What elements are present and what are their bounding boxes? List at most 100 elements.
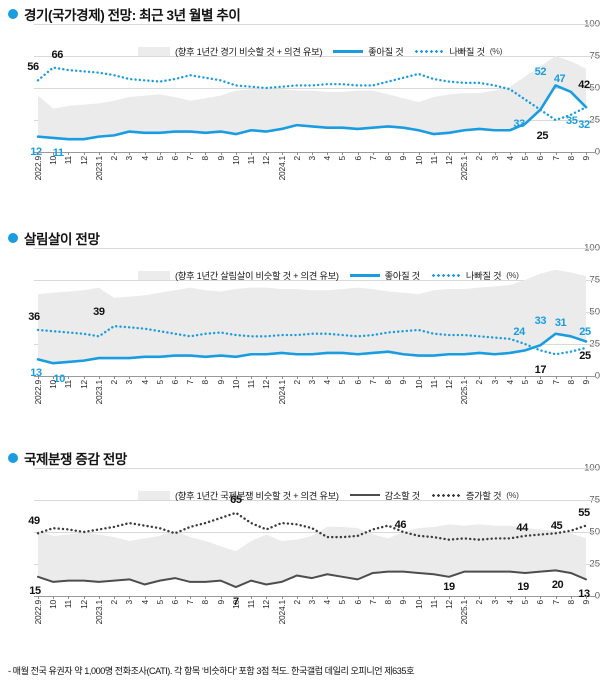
data-point-label: 56: [27, 61, 39, 74]
x-axis-tick: [175, 152, 176, 155]
x-axis-label: 6: [535, 156, 546, 161]
x-axis-tick: [83, 596, 85, 599]
footnote: - 매월 전국 유권자 약 1,000명 전화조사(CATI). 각 항목 ‘비…: [8, 666, 414, 676]
x-axis-label: 9: [581, 156, 591, 161]
grid-line: [34, 500, 596, 501]
x-axis-label: 7: [185, 156, 196, 161]
x-axis-label: 12: [78, 600, 89, 609]
x-axis-tick: [312, 376, 313, 379]
x-axis-label: 8: [383, 380, 394, 385]
x-axis-tick: [296, 152, 298, 155]
data-point-label: 49: [28, 515, 40, 528]
data-point-label: 42: [578, 79, 590, 92]
x-axis-tick: [342, 152, 344, 155]
x-axis-label: 2: [474, 156, 485, 161]
x-axis-tick: [449, 596, 450, 599]
x-axis-label: 5: [520, 600, 531, 605]
x-axis-tick: [114, 152, 116, 155]
x-axis-tick: [464, 376, 466, 379]
y-axis-label: 0: [594, 590, 600, 602]
data-point-label: 31: [554, 317, 567, 330]
x-axis-line: [34, 376, 596, 377]
x-axis-tick: [433, 376, 435, 379]
x-axis-tick: [555, 152, 557, 155]
x-axis-tick: [251, 376, 253, 379]
x-axis-tick: [98, 152, 100, 155]
solid-series-2: [36, 332, 588, 365]
data-point-label: 13: [30, 367, 42, 380]
x-axis-label: 2023.1: [93, 380, 104, 405]
x-axis-tick: [312, 152, 313, 155]
x-axis-label: 2022.9: [33, 600, 43, 625]
x-axis-label: 9: [398, 600, 409, 605]
x-axis-tick: [418, 376, 420, 379]
x-axis-label: 9: [581, 600, 591, 605]
x-axis-label: 3: [124, 156, 135, 161]
series-svg-3: [36, 511, 588, 589]
x-axis-label: 10: [413, 156, 424, 165]
x-axis-label: 2: [474, 380, 485, 385]
legend-line-swatch: [333, 49, 364, 53]
x-axis-label: 5: [520, 380, 531, 385]
legend-dot-label: 증가할 것: [465, 491, 502, 501]
x-axis-tick: [53, 596, 55, 599]
x-axis-label: 10: [48, 600, 59, 609]
x-axis-tick: [403, 152, 405, 155]
band-area-1: [38, 56, 586, 140]
x-axis-tick: [114, 376, 116, 379]
x-axis-label: 5: [154, 380, 165, 385]
x-axis-label: 7: [550, 380, 561, 385]
x-axis-tick: [418, 596, 420, 599]
data-point-label: 46: [394, 519, 407, 532]
x-axis-tick: [479, 152, 481, 155]
legend-dot-swatch: [414, 49, 445, 53]
x-axis-label: 7: [367, 380, 378, 385]
x-axis-label: 6: [535, 380, 546, 385]
x-axis-label: 2: [109, 156, 120, 161]
x-axis-tick: [159, 376, 161, 379]
x-axis-2: 2022.9 10 11 12 2023.1 2 3 4 5 6 7 8 9 10 11 12 2024.1 2 3…: [33, 376, 596, 416]
x-axis-label: 2: [474, 600, 485, 605]
data-point-label: 7: [233, 596, 239, 609]
x-axis-label: 4: [322, 600, 333, 605]
x-axis-tick: [525, 152, 527, 155]
legend-dot-label: 나빠질 것: [465, 271, 502, 281]
x-axis-tick: [494, 152, 496, 155]
data-point-label: 33: [534, 314, 547, 327]
legend-band-swatch: [138, 46, 170, 56]
x-axis-tick: [83, 376, 85, 379]
x-axis-tick: [586, 596, 587, 599]
x-axis-tick: [449, 152, 450, 155]
x-axis-label: 8: [565, 600, 576, 605]
x-axis-label: 7: [367, 156, 378, 161]
x-axis-label: 2: [291, 600, 302, 605]
x-axis-tick: [38, 152, 39, 155]
x-axis-label: 4: [322, 380, 333, 385]
x-axis-tick: [464, 152, 466, 155]
legend-dot-swatch: [430, 493, 461, 497]
x-axis-tick: [388, 376, 390, 379]
x-axis-tick: [342, 376, 344, 379]
data-point-label: 10: [53, 373, 66, 386]
x-axis-tick: [205, 376, 207, 379]
x-axis-tick: [144, 152, 146, 155]
x-axis-tick: [418, 152, 420, 155]
data-point-label: 20: [551, 579, 564, 592]
x-axis-tick: [327, 376, 329, 379]
band-area-2: [38, 269, 586, 364]
x-axis-tick: [83, 152, 85, 155]
data-point-label: 32: [578, 119, 590, 132]
grid-line: [34, 248, 596, 249]
x-axis-label: 9: [398, 156, 409, 161]
x-axis-tick: [281, 376, 283, 379]
bullet-icon: [8, 233, 18, 243]
x-axis-tick: [144, 596, 146, 599]
data-point-label: 52: [534, 66, 547, 79]
x-axis-label: 9: [398, 380, 409, 385]
x-axis-label: 6: [535, 600, 546, 605]
x-axis-tick: [68, 376, 70, 379]
legend-dot-label: 나빠질 것: [449, 47, 485, 57]
x-axis-label: 11: [63, 380, 74, 389]
x-axis-label: 5: [337, 380, 348, 385]
x-axis-label: 12: [261, 380, 272, 389]
